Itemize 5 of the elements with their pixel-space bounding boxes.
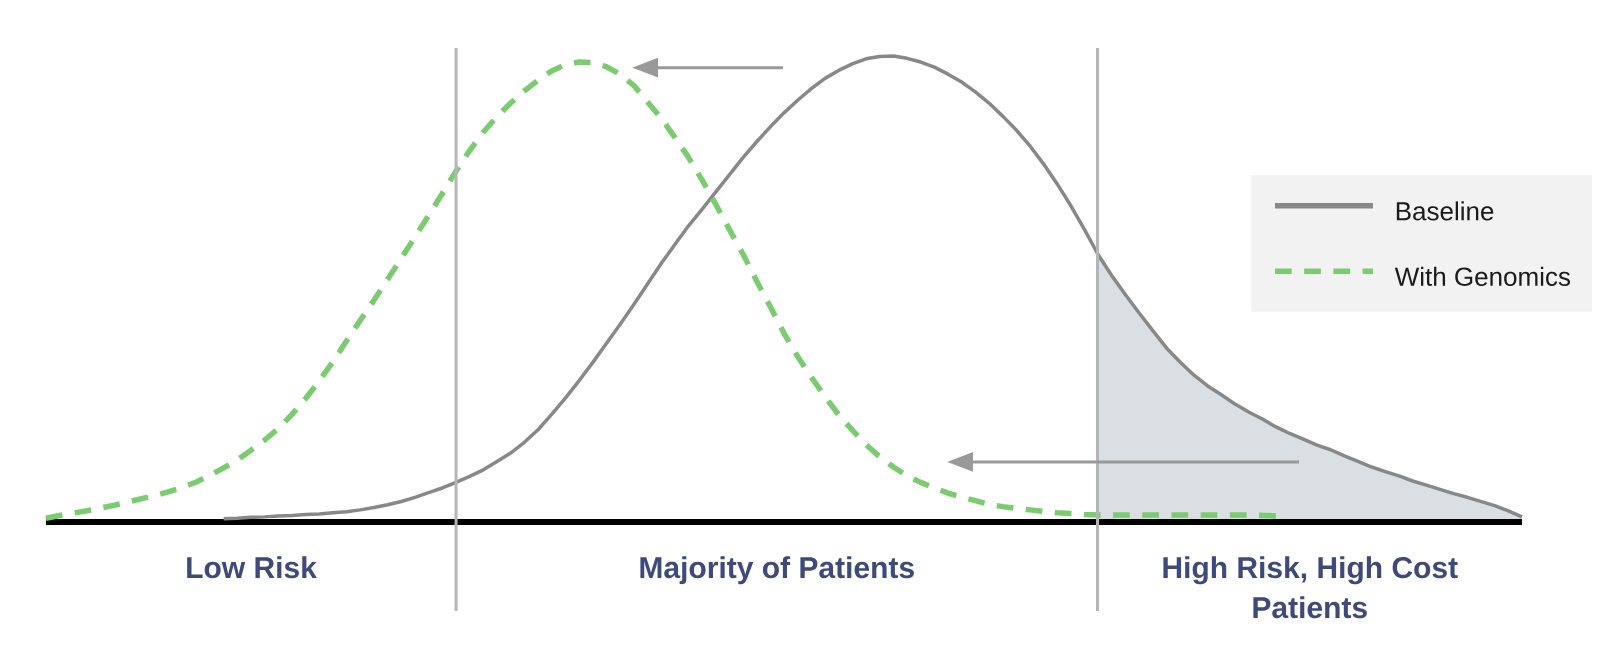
- legend-label: Baseline: [1396, 201, 1494, 221]
- text: High Risk, High Cost Patients: [1163, 556, 1458, 619]
- legend-label: With Genomics: [1394, 266, 1571, 286]
- text: Low Risk: [187, 556, 317, 579]
- text: Majority of Patients: [640, 556, 914, 585]
